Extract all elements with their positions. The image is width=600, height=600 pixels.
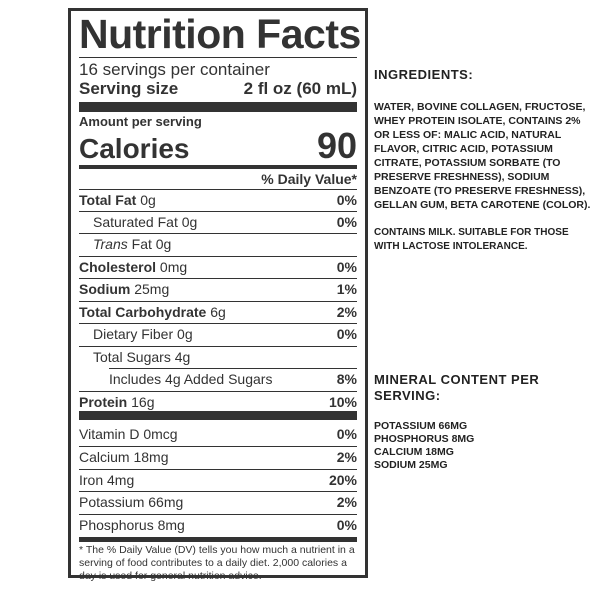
mineral-dv: 2% (336, 494, 357, 510)
nutrient-dv: 2% (336, 304, 357, 320)
nutrient-amount: 6g (210, 304, 226, 320)
mineral-row-phosphorus: Phosphorus 8mg 0% (79, 514, 357, 533)
mineral-row-iron: Iron 4mg 20% (79, 469, 357, 488)
nutrient-row-trans-fat: Trans Fat 0g (79, 233, 357, 252)
nutrient-dv: 0% (336, 214, 357, 230)
nutrient-amount: 0g (181, 214, 198, 230)
mineral-amount: 66mg (148, 494, 184, 510)
thick-divider (79, 411, 357, 420)
mineral-row-calcium: Calcium 18mg 2% (79, 446, 357, 465)
nutrient-name: Protein (79, 394, 128, 410)
mineral-content-section: MINERAL CONTENT PER SERVING: POTASSIUM 6… (374, 372, 544, 472)
servings-per-container: 16 servings per container (79, 60, 357, 80)
mineral-dv: 0% (336, 517, 357, 533)
serving-size-value: 2 fl oz (60 mL) (243, 79, 357, 98)
nutrient-name: Includes 4g Added Sugars (109, 371, 273, 387)
nutrient-row-total-carbohydrate: Total Carbohydrate 6g 2% (79, 301, 357, 320)
calories-row: Calories 90 (79, 125, 357, 167)
nutrient-name: Dietary Fiber (93, 326, 174, 342)
dv-header-text: % Daily Value* (261, 171, 357, 187)
nutrient-row-saturated-fat: Saturated Fat 0g 0% (79, 211, 357, 230)
nutrient-dv: 0% (336, 192, 357, 208)
mineral-name: Vitamin D (79, 426, 140, 442)
ingredients-heading: INGREDIENTS: (374, 67, 474, 82)
mineral-amount: 8mg (157, 517, 185, 533)
nutrient-amount: 0mg (159, 259, 188, 275)
nutrient-name: Sodium (79, 281, 131, 297)
nutrient-dv: 0% (336, 259, 357, 275)
nutrient-amount: 0g (140, 192, 156, 208)
nutrient-row-protein: Protein 16g 10% (79, 391, 357, 410)
nutrient-dv: 1% (336, 281, 357, 297)
calories-value: 90 (316, 125, 357, 166)
nutrient-name: Saturated Fat (93, 214, 178, 230)
daily-value-header: % Daily Value* (79, 171, 357, 187)
label-title: Nutrition Facts (79, 11, 361, 57)
mineral-amount: 18mg (133, 449, 169, 465)
calories-label: Calories (79, 133, 190, 164)
allergen-statement: CONTAINS MILK. SUITABLE FOR THOSE WITH L… (374, 227, 569, 252)
mineral-name: Calcium (79, 449, 130, 465)
amount-per-serving: Amount per serving (79, 114, 357, 129)
thick-divider (79, 102, 357, 112)
nutrient-dv: 8% (336, 371, 357, 387)
serving-size-row: Serving size 2 fl oz (60 mL) (79, 79, 357, 99)
nutrient-row-dietary-fiber: Dietary Fiber 0g 0% (79, 323, 357, 342)
mineral-row-potassium: Potassium 66mg 2% (79, 491, 357, 510)
nutrient-row-sodium: Sodium 25mg 1% (79, 278, 357, 297)
mineral-item: SODIUM 25MG (374, 459, 448, 471)
nutrient-amount: 25mg (134, 281, 170, 297)
mineral-dv: 2% (336, 449, 357, 465)
servings-text: 16 servings per container (79, 60, 270, 79)
mineral-content-list: POTASSIUM 66MG PHOSPHORUS 8MG CALCIUM 18… (374, 420, 544, 472)
mineral-item: PHOSPHORUS 8MG (374, 433, 475, 445)
ingredients-section: INGREDIENTS: WATER, BOVINE COLLAGEN, FRU… (374, 68, 594, 254)
nutrient-row-total-sugars: Total Sugars 4g (79, 346, 357, 365)
mineral-name: Phosphorus (79, 517, 154, 533)
nutrient-name: Total Sugars (93, 349, 171, 365)
nutrient-amount: Fat 0g (131, 236, 172, 252)
ingredients-text: WATER, BOVINE COLLAGEN, FRUCTOSE, WHEY P… (374, 101, 591, 211)
nutrient-name: Total Carbohydrate (79, 304, 207, 320)
mineral-amount: 4mg (107, 472, 135, 488)
medium-divider (79, 165, 357, 169)
mineral-name: Potassium (79, 494, 145, 510)
nutrient-name: Cholesterol (79, 259, 157, 275)
mineral-row-vitamin-d: Vitamin D 0mcg 0% (79, 426, 357, 442)
nutrient-amount: 16g (131, 394, 155, 410)
nutrient-amount: 4g (174, 349, 191, 365)
nutrient-row-cholesterol: Cholesterol 0mg 0% (79, 256, 357, 275)
nutrient-dv: 0% (336, 326, 357, 342)
divider (79, 189, 357, 190)
nutrition-facts-label: Nutrition Facts 16 servings per containe… (68, 8, 368, 582)
mineral-dv: 20% (328, 472, 357, 488)
mineral-dv: 0% (336, 426, 357, 442)
nutrient-row-added-sugars: Includes 4g Added Sugars 8% (109, 368, 357, 387)
mineral-content-heading: MINERAL CONTENT PER SERVING: (374, 372, 540, 403)
mineral-amount: 0mcg (143, 426, 178, 442)
serving-size-label: Serving size (79, 79, 179, 98)
amount-per-serving-text: Amount per serving (79, 114, 202, 129)
divider (79, 57, 357, 58)
mineral-item: POTASSIUM 66MG (374, 420, 468, 432)
nutrient-amount: 0g (177, 326, 193, 342)
footnote: * The % Daily Value (DV) tells you how m… (79, 544, 355, 582)
mineral-item: CALCIUM 18MG (374, 446, 454, 458)
nutrient-dv: 10% (328, 394, 357, 410)
nutrient-name: Total Fat (79, 192, 137, 208)
nutrient-name: Trans (93, 236, 128, 252)
mineral-name: Iron (79, 472, 104, 488)
medium-divider (79, 537, 357, 542)
nutrient-row-total-fat: Total Fat 0g 0% (79, 192, 357, 208)
